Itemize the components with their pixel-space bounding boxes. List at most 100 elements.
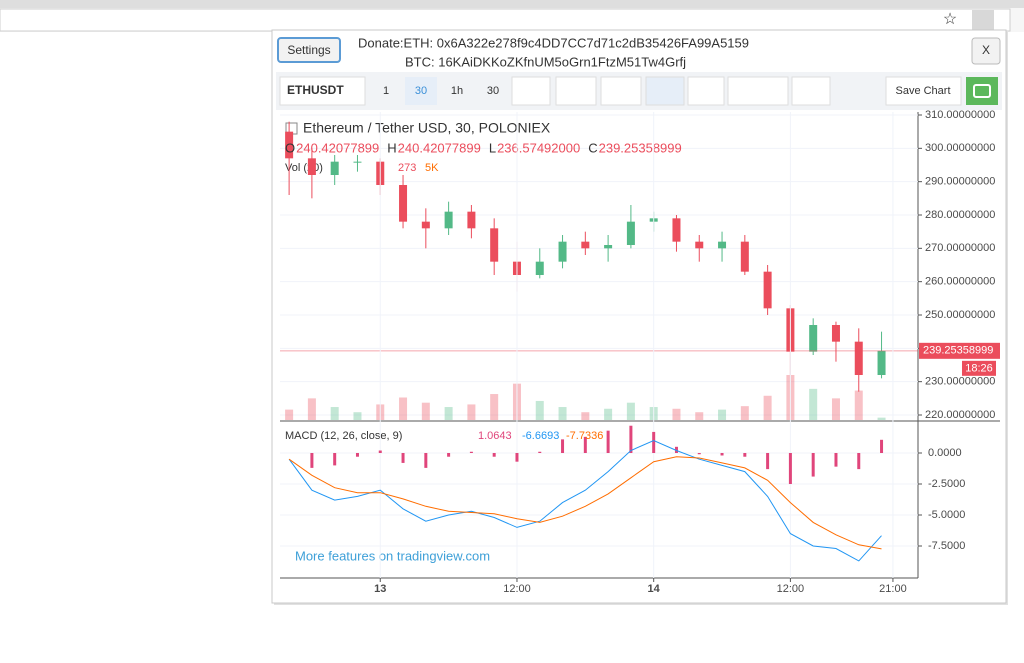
candle-body: [467, 211, 476, 229]
volume-bar: [740, 406, 749, 420]
legend-value: 239.25358999: [599, 140, 682, 155]
legend-key: O: [285, 140, 295, 155]
legend-value: 240.42077899: [398, 140, 481, 155]
compare-button[interactable]: [600, 76, 642, 106]
y-tick-label: 300.00000000: [925, 142, 995, 154]
volume-bar: [809, 388, 818, 420]
volume-bar: [490, 394, 499, 420]
x-tick-label: 21:00: [879, 583, 907, 595]
candle-body: [444, 211, 453, 229]
save-chart-label[interactable]: Save Chart: [895, 85, 950, 97]
donate-btc: BTC: 16KAiDKKoZKfnUM5oGrn1FtzM51Tw4Grfj: [405, 54, 686, 69]
candle-body: [421, 221, 430, 229]
candle-body: [718, 241, 727, 249]
interval-button[interactable]: 30: [487, 85, 499, 97]
volume-bar: [353, 412, 362, 420]
interval-button[interactable]: 1: [383, 85, 389, 97]
line-button[interactable]: [687, 76, 725, 106]
candle-body: [353, 161, 362, 163]
volume-bar: [763, 395, 772, 420]
volume-bar: [307, 398, 316, 420]
y-tick-label: 310.00000000: [925, 109, 995, 121]
volume-bar: [330, 407, 339, 420]
volume-value: 273: [398, 162, 416, 174]
last-price-tag: [919, 342, 1000, 359]
candle-body: [399, 185, 408, 222]
extension-icon[interactable]: [972, 10, 994, 30]
volume-bar: [421, 402, 430, 420]
interval-button[interactable]: 1h: [451, 85, 463, 97]
star-icon[interactable]: ☆: [943, 11, 957, 28]
candle-body: [672, 218, 681, 242]
volume-title: Vol (20): [285, 162, 323, 174]
close-button[interactable]: [971, 37, 1001, 65]
candle-body: [695, 241, 704, 249]
settings-button[interactable]: [277, 37, 341, 63]
candle-body: [831, 325, 840, 342]
address-bar[interactable]: [0, 8, 1011, 32]
legend-key: C: [588, 140, 597, 155]
symbol-box[interactable]: [279, 76, 366, 106]
countdown-tag: [962, 360, 996, 376]
y-tick-label: -7.5000: [928, 540, 965, 552]
legend-key: H: [387, 140, 396, 155]
volume-bar: [467, 404, 476, 420]
candle-body: [626, 221, 635, 245]
x-tick-label: 14: [648, 583, 661, 595]
save-chart-button[interactable]: [885, 76, 962, 106]
last-price-label: 239.25358999: [923, 345, 993, 357]
y-tick-label: -5.0000: [928, 509, 965, 521]
x-tick-label: 13: [374, 583, 386, 595]
settings-label[interactable]: Settings: [287, 43, 330, 57]
candle-body: [763, 271, 772, 309]
interval-button[interactable]: 30: [415, 85, 427, 97]
candle-body: [604, 245, 613, 249]
volume-bar: [718, 409, 727, 420]
candle-body: [581, 241, 590, 249]
macd-value: -6.6693: [522, 430, 559, 442]
more-button[interactable]: [511, 76, 551, 106]
candle-body: [877, 350, 886, 375]
camera-icon: [973, 84, 991, 98]
x-tick-label: 12:00: [777, 583, 805, 595]
y-tick-label: 230.00000000: [925, 376, 995, 388]
symbol[interactable]: ETHUSDT: [287, 83, 344, 97]
macd-title: MACD (12, 26, close, 9): [285, 430, 402, 442]
volume-bar: [854, 390, 863, 420]
promo-link[interactable]: More features on tradingview.com: [295, 548, 490, 563]
y-tick-label: 290.00000000: [925, 176, 995, 188]
close-label[interactable]: X: [982, 43, 990, 57]
alert-button[interactable]: [791, 76, 831, 106]
macd-value: 1.0643: [478, 430, 512, 442]
macd-value: -7.7336: [566, 430, 603, 442]
snapshot-button[interactable]: [966, 77, 998, 105]
volume-bar: [581, 412, 590, 420]
candles-button[interactable]: [645, 76, 685, 106]
countdown-label: 18:26: [965, 363, 993, 375]
candle-body: [854, 341, 863, 375]
volume-bar: [399, 397, 408, 420]
legend-value: 240.42077899: [296, 140, 379, 155]
chart-title: Ethereum / Tether USD, 30, POLONIEX: [303, 120, 551, 136]
volume-bar: [831, 398, 840, 420]
donate-eth: Donate:ETH: 0x6A322e278f9c4DD7CC7d71c2dB…: [358, 35, 749, 50]
macd-line: [288, 456, 882, 550]
legend-key: L: [489, 140, 496, 155]
bars-button[interactable]: [727, 76, 789, 106]
candle-body: [558, 241, 567, 262]
candle-body: [285, 131, 294, 159]
y-tick-label: 250.00000000: [925, 309, 995, 321]
indicators-button[interactable]: [555, 76, 597, 106]
volume-bar: [877, 417, 886, 420]
candle-body: [740, 241, 749, 272]
volume-bar: [626, 402, 635, 420]
x-tick-label: 12:00: [503, 583, 531, 595]
macd-line: [288, 440, 882, 562]
toolbar-icons: [511, 76, 831, 106]
volume-bar: [444, 407, 453, 420]
y-tick-label: -2.5000: [928, 478, 965, 490]
candle-body: [307, 158, 316, 175]
volume-bar: [558, 407, 567, 420]
volume-bar: [285, 409, 294, 420]
